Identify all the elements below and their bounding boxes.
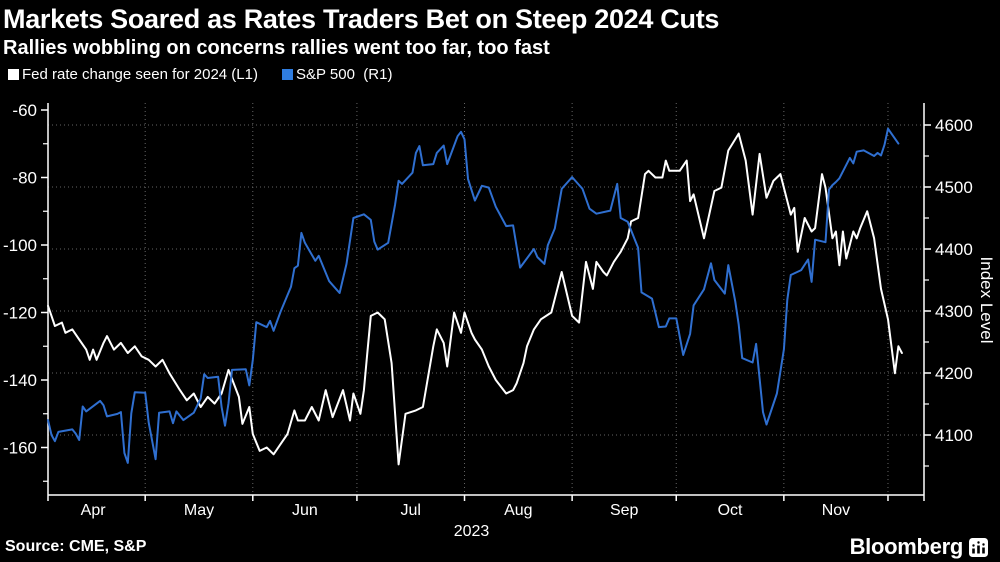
right-axis-tick-label: 4200: [935, 364, 973, 383]
right-axis-title: Index Level: [977, 257, 996, 344]
x-axis-month-label: Jun: [292, 502, 318, 519]
bloomberg-terminal-icon: [969, 537, 988, 557]
left-axis-tick-label: -80: [12, 169, 37, 188]
bloomberg-logo: Bloomberg: [850, 534, 988, 560]
left-axis-tick-label: -100: [3, 236, 37, 255]
right-axis-tick-label: 4300: [935, 302, 973, 321]
left-axis-tick-label: -120: [3, 304, 37, 323]
chart-title: Markets Soared as Rates Traders Bet on S…: [3, 4, 720, 34]
left-axis-tick-label: -140: [3, 371, 37, 390]
right-axis-tick-label: 4100: [935, 426, 973, 445]
legend: Fed rate change seen for 2024 (L1) S&P 5…: [8, 66, 392, 83]
x-axis-month-label: May: [184, 502, 214, 519]
x-axis-month-label: Sep: [610, 502, 639, 519]
x-axis-month-label: Nov: [822, 502, 850, 519]
x-axis-year-label: 2023: [454, 523, 490, 540]
sp500-swatch-icon: [282, 69, 293, 80]
x-axis-month-label: Apr: [81, 502, 107, 519]
legend-item-fed-rate: Fed rate change seen for 2024 (L1): [8, 66, 258, 83]
x-axis-month-label: Oct: [718, 502, 743, 519]
right-axis-tick-label: 4400: [935, 240, 973, 259]
chart-subtitle: Rallies wobbling on concerns rallies wen…: [3, 37, 550, 59]
right-axis-tick-label: 4500: [935, 178, 973, 197]
right-axis-tick-label: 4600: [935, 116, 973, 135]
legend-label-sp500: S&P 500 (R1): [296, 66, 393, 83]
series-line-fed-rate: [47, 132, 903, 466]
fed-rate-swatch-icon: [8, 69, 19, 80]
left-axis-tick-label: -160: [3, 439, 37, 458]
legend-item-sp500: S&P 500 (R1): [282, 66, 392, 83]
x-axis-month-label: Aug: [504, 502, 532, 519]
left-axis-tick-label: -60: [12, 101, 37, 120]
legend-label-fed-rate: Fed rate change seen for 2024 (L1): [22, 66, 258, 83]
bloomberg-wordmark: Bloomberg: [849, 534, 964, 559]
x-axis-month-label: Jul: [400, 502, 420, 519]
source-note: Source: CME, S&P: [5, 538, 147, 555]
series-line-sp500: [47, 127, 900, 464]
